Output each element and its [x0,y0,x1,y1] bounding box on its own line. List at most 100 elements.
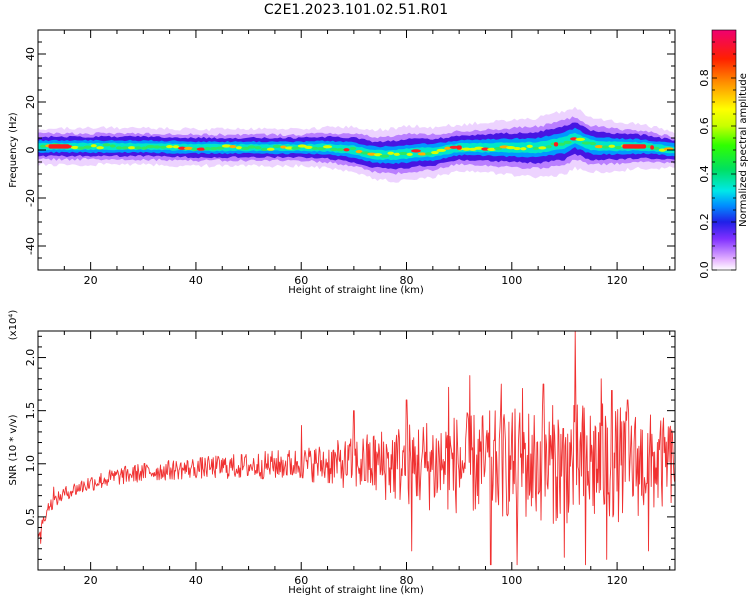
colorbar-tick-label: 0.8 [698,69,711,87]
spectrogram-axes: 20 40 60 80 100 120 -40 -20 0 20 40 [24,29,675,287]
spectrogram-peak [134,146,142,150]
spectrogram-peak [121,146,130,150]
spectrogram-peak [109,144,116,148]
spectrogram-peak [77,146,85,150]
spectrogram-peak [172,145,180,149]
spectrogram-max-segment [622,144,647,149]
spectrogram-y-tick-label: 0 [24,147,37,154]
spectrogram-peak [229,145,237,149]
spectrogram-peak [355,150,363,154]
spectrogram-peak [594,145,604,149]
spectrogram-peak [575,137,586,141]
snr-y-exponent-label: (x10⁴) [8,310,19,341]
colorbar-tick-label: 0.2 [698,213,711,231]
spectrogram-peak [614,145,622,150]
colorbar-label: Normalized spectral amplitude [738,73,749,227]
spectrogram-peak [90,144,97,148]
spectrogram-max-segment [553,142,559,147]
spectrogram-peak [235,146,243,150]
spectrogram-x-tick-label: 100 [501,274,522,287]
snr-y-tick-label: 2.0 [24,349,37,367]
snr-x-tick-label: 100 [501,574,522,587]
spectrogram-max-segment [456,145,462,150]
spectrogram-max-segment [650,145,654,150]
snr-x-tick-label: 20 [84,574,98,587]
snr-y-label: SNR (10 * v/v) [8,414,19,485]
spectrogram-peak [417,152,427,156]
snr-panel: 20 40 60 80 100 120 0.5 1.0 1.5 2.0 Height of str… [8,310,676,596]
spectrogram-peak [141,146,148,150]
spectrogram-peak [444,146,451,150]
colorbar-axes: 0.0 0.2 0.4 0.6 0.8 [698,29,737,279]
spectrogram-y-label: Frequency (Hz) [8,112,19,188]
spectrogram-peak [322,145,333,149]
spectrogram-peak [589,141,597,146]
spectrogram-peak [431,150,439,155]
spectrogram-peak [96,146,104,150]
snr-x-tick-label: 60 [294,574,308,587]
snr-y-tick-label: 1.5 [24,402,37,420]
spectrogram-peak [291,146,301,150]
spectrogram-peak [379,154,390,158]
spectrogram-peak [247,145,256,149]
spectrogram-peak [329,147,338,152]
spectrogram-peak [520,147,527,151]
spectrogram-peak [241,146,250,150]
spectrogram-x-tick-label: 80 [400,274,414,287]
spectrogram-peak [209,146,218,151]
snr-frame [37,330,676,571]
spectrogram-peak [166,144,174,149]
snr-x-tick-label: 120 [607,574,628,587]
spectrogram-peak [191,147,199,151]
spectrogram-peak [399,151,408,156]
snr-series-line [38,331,675,566]
spectrogram-y-tick-label: -20 [24,189,37,207]
spectrogram-x-label: Height of straight line (km) [288,285,424,296]
spectrogram-peak [343,148,350,152]
spectrogram-peak [272,144,282,148]
spectrogram-peak [557,142,566,146]
spectrogram-peak [260,147,268,151]
spectrogram-peak [102,143,111,147]
snr-line-area [38,331,675,566]
colorbar: 0.0 0.2 0.4 0.6 0.8 Normalized spectral ampl… [698,29,749,279]
spectrogram-peak [581,141,592,145]
spectrogram-peak [311,146,319,150]
spectrogram-x-tick-label: 120 [607,274,628,287]
spectrogram-peak [83,145,92,149]
spectrogram-peak [563,140,572,144]
snr-y-tick-label: 1.0 [24,455,37,473]
spectrogram-x-tick-label: 60 [294,274,308,287]
spectrogram-peak [221,144,232,148]
figure-title: C2E1.2023.101.02.51.R01 [264,2,448,18]
colorbar-tick-label: 0.6 [698,117,711,135]
spectrogram-peak [266,147,275,151]
colorbar-tick-label: 0.0 [698,261,711,279]
colorbar-tick-label: 0.4 [698,165,711,183]
spectrogram-peak [411,149,421,153]
spectrogram-y-tick-label: 40 [24,47,37,61]
colorbar-gradient [712,30,736,270]
spectrogram-peak [39,144,47,148]
spectrogram-peak [349,146,357,151]
spectrogram-peak [304,145,313,149]
spectrogram-peak [184,146,194,150]
spectrogram-peak [462,147,471,151]
spectrogram-peak [127,146,136,150]
spectrogram-x-tick-label: 20 [84,274,98,287]
spectrogram-peak [494,146,503,151]
spectrogram-peak [297,144,307,148]
spectrogram-peak [436,148,446,152]
spectrogram-peak [203,146,212,151]
snr-x-label: Height of straight line (km) [288,585,424,596]
snr-x-tick-label: 40 [189,574,203,587]
spectrogram-max-segment [48,144,70,149]
spectrogram-peak [601,145,610,149]
spectrogram-y-tick-label: 20 [24,95,37,109]
spectrogram-peak [652,146,660,150]
spectrogram-band-cyan [38,127,675,164]
spectrogram-peak [196,147,206,151]
spectrogram-peak [608,144,616,148]
spectrogram-peak [280,145,287,149]
